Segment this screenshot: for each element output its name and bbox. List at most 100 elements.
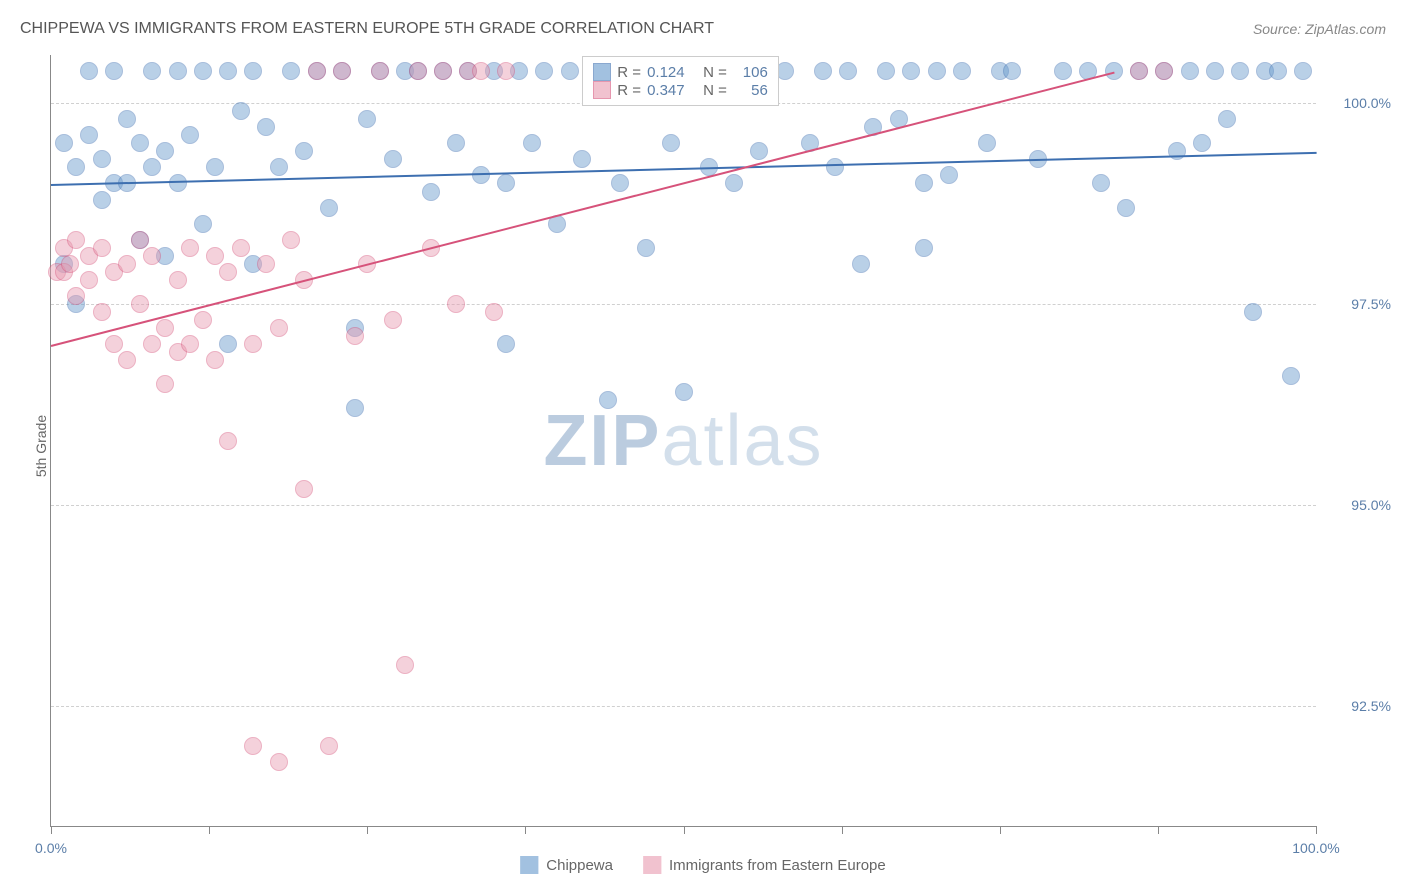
data-point bbox=[333, 62, 351, 80]
data-point bbox=[434, 62, 452, 80]
data-point bbox=[156, 319, 174, 337]
data-point bbox=[814, 62, 832, 80]
data-point bbox=[535, 62, 553, 80]
legend-stats-row: R =0.124N =106 bbox=[593, 63, 768, 81]
data-point bbox=[497, 174, 515, 192]
x-tick bbox=[842, 826, 843, 834]
x-tick bbox=[209, 826, 210, 834]
data-point bbox=[282, 231, 300, 249]
data-point bbox=[244, 737, 262, 755]
data-point bbox=[169, 174, 187, 192]
data-point bbox=[1155, 62, 1173, 80]
trend-line bbox=[51, 71, 1115, 346]
data-point bbox=[422, 183, 440, 201]
data-point bbox=[573, 150, 591, 168]
data-point bbox=[902, 62, 920, 80]
data-point bbox=[270, 319, 288, 337]
data-point bbox=[131, 295, 149, 313]
data-point bbox=[93, 303, 111, 321]
watermark: ZIPatlas bbox=[543, 400, 823, 482]
data-point bbox=[1117, 199, 1135, 217]
data-point bbox=[1282, 367, 1300, 385]
data-point bbox=[384, 311, 402, 329]
data-point bbox=[1231, 62, 1249, 80]
data-point bbox=[953, 62, 971, 80]
data-point bbox=[257, 118, 275, 136]
data-point bbox=[169, 62, 187, 80]
legend-r-value: 0.347 bbox=[647, 82, 697, 99]
data-point bbox=[143, 247, 161, 265]
data-point bbox=[852, 255, 870, 273]
legend-n-value: 106 bbox=[733, 64, 768, 81]
data-point bbox=[143, 335, 161, 353]
data-point bbox=[599, 391, 617, 409]
data-point bbox=[750, 142, 768, 160]
data-point bbox=[55, 134, 73, 152]
legend-swatch bbox=[593, 63, 611, 81]
data-point bbox=[497, 335, 515, 353]
data-point bbox=[282, 62, 300, 80]
data-point bbox=[637, 239, 655, 257]
data-point bbox=[194, 215, 212, 233]
data-point bbox=[169, 271, 187, 289]
legend-stats: R =0.124N =106R =0.347N =56 bbox=[582, 56, 779, 106]
data-point bbox=[561, 62, 579, 80]
data-point bbox=[194, 62, 212, 80]
data-point bbox=[523, 134, 541, 152]
data-point bbox=[80, 126, 98, 144]
data-point bbox=[156, 142, 174, 160]
data-point bbox=[662, 134, 680, 152]
data-point bbox=[839, 62, 857, 80]
data-point bbox=[93, 239, 111, 257]
grid-line bbox=[51, 505, 1316, 506]
data-point bbox=[940, 166, 958, 184]
data-point bbox=[497, 62, 515, 80]
x-tick bbox=[367, 826, 368, 834]
data-point bbox=[156, 375, 174, 393]
legend-item: Immigrants from Eastern Europe bbox=[643, 856, 886, 874]
data-point bbox=[181, 335, 199, 353]
grid-line bbox=[51, 706, 1316, 707]
data-point bbox=[61, 255, 79, 273]
legend-r-label: R = bbox=[617, 82, 641, 99]
data-point bbox=[384, 150, 402, 168]
data-point bbox=[270, 158, 288, 176]
data-point bbox=[270, 753, 288, 771]
data-point bbox=[485, 303, 503, 321]
data-point bbox=[915, 174, 933, 192]
data-point bbox=[1206, 62, 1224, 80]
data-point bbox=[93, 150, 111, 168]
data-point bbox=[320, 737, 338, 755]
x-tick bbox=[1316, 826, 1317, 834]
y-tick-label: 92.5% bbox=[1326, 698, 1391, 714]
data-point bbox=[1218, 110, 1236, 128]
legend-r-label: R = bbox=[617, 64, 641, 81]
data-point bbox=[244, 62, 262, 80]
data-point bbox=[295, 142, 313, 160]
legend-n-label: N = bbox=[703, 64, 727, 81]
grid-line bbox=[51, 304, 1316, 305]
data-point bbox=[118, 110, 136, 128]
y-axis-label: 5th Grade bbox=[33, 415, 49, 477]
x-tick bbox=[684, 826, 685, 834]
data-point bbox=[219, 263, 237, 281]
data-point bbox=[131, 134, 149, 152]
y-tick-label: 95.0% bbox=[1326, 497, 1391, 513]
data-point bbox=[725, 174, 743, 192]
data-point bbox=[1181, 62, 1199, 80]
data-point bbox=[118, 351, 136, 369]
data-point bbox=[472, 62, 490, 80]
data-point bbox=[194, 311, 212, 329]
data-point bbox=[219, 335, 237, 353]
data-point bbox=[181, 239, 199, 257]
data-point bbox=[978, 134, 996, 152]
data-point bbox=[181, 126, 199, 144]
legend-n-label: N = bbox=[703, 82, 727, 99]
data-point bbox=[1003, 62, 1021, 80]
data-point bbox=[219, 62, 237, 80]
data-point bbox=[131, 231, 149, 249]
data-point bbox=[308, 62, 326, 80]
legend-label: Immigrants from Eastern Europe bbox=[669, 857, 886, 874]
legend-item: Chippewa bbox=[520, 856, 613, 874]
data-point bbox=[143, 158, 161, 176]
